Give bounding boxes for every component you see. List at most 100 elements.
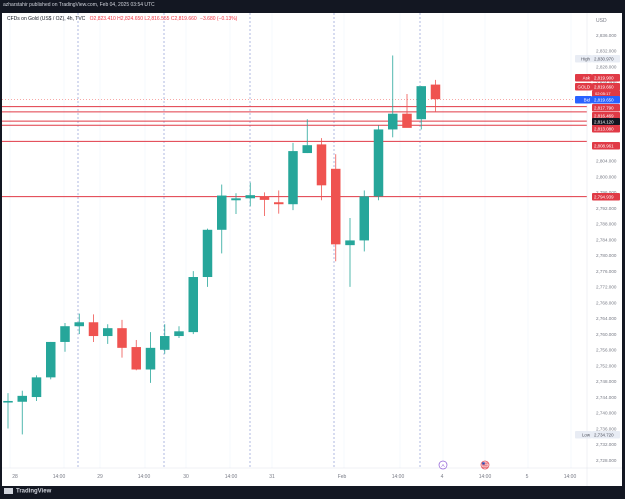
candle-up xyxy=(46,341,56,380)
candle-down xyxy=(331,154,341,262)
price-badge-box xyxy=(592,112,620,120)
time-tick-label: 14:00 xyxy=(392,474,405,480)
candle-body xyxy=(202,229,213,278)
candle-down xyxy=(430,79,441,112)
price-badge-name: Ask xyxy=(583,76,591,81)
price-badge-box xyxy=(592,125,620,133)
price-tick-label: 2,800.000 xyxy=(596,174,617,179)
time-tick-label: 14:00 xyxy=(225,474,238,480)
time-tick-label: 28 xyxy=(12,474,18,480)
price-badge-value: 2,794.939 xyxy=(594,195,614,200)
price-badge: 2,794.939 xyxy=(592,193,620,201)
price-tick-label: 2,784.000 xyxy=(596,237,617,242)
tradingview-brand: TradingView xyxy=(4,488,51,495)
price-badge: 2,816.469 xyxy=(592,112,620,120)
price-tick-label: 2,788.000 xyxy=(596,222,617,227)
candle-body xyxy=(274,202,284,205)
price-tick-label: 2,752.000 xyxy=(596,363,617,368)
candle-up xyxy=(188,271,198,335)
price-tick-label: 2,772.000 xyxy=(596,285,617,290)
chart-panel[interactable]: CFDs on Gold (US$ / OZ), 4h, TVC O2,823.… xyxy=(2,13,622,486)
price-badge-name: Bid xyxy=(584,98,591,103)
event-markers[interactable]: A xyxy=(438,460,490,470)
symbol-legend: CFDs on Gold (US$ / OZ), 4h, TVC O2,823.… xyxy=(7,16,237,22)
event-a-label: A xyxy=(441,463,445,469)
candle-body xyxy=(145,347,156,370)
candlestick-chart[interactable]: USD 2,836.000 2,832.000 2,828.000 2,824.000… xyxy=(2,13,622,486)
candle-body xyxy=(302,145,312,154)
flag-stripe xyxy=(482,462,488,464)
candle-body xyxy=(31,377,42,398)
time-tick-label: 30 xyxy=(183,474,189,480)
price-tick-label: 2,736.000 xyxy=(596,426,617,431)
time-tick-label: Feb xyxy=(338,474,347,480)
price-tick-label: 2,796.000 xyxy=(596,190,617,195)
candle-body xyxy=(46,341,56,378)
time-axis[interactable]: 28 14:00 29 14:00 30 14:00 31 Feb 14:00 4 14:00 5 14… xyxy=(12,474,576,480)
countdown-box xyxy=(592,90,620,97)
price-tick-label: 2,804.000 xyxy=(596,159,617,164)
flag-stripe xyxy=(482,466,488,468)
price-badge-tag xyxy=(575,431,592,439)
price-badge-name: High xyxy=(581,57,591,62)
candle-up xyxy=(3,393,13,429)
price-badge-box xyxy=(592,142,620,150)
candle-up xyxy=(416,86,426,130)
candle-up xyxy=(345,217,355,287)
candle-down xyxy=(259,192,270,217)
candle-body xyxy=(402,113,412,128)
candle-body xyxy=(131,347,141,370)
price-tick-label: 2,768.000 xyxy=(596,300,617,305)
candle-up xyxy=(103,324,113,344)
price-badge: 2,808.961 xyxy=(592,142,620,150)
time-tick-label: 31 xyxy=(269,474,275,480)
candle-down xyxy=(88,314,99,342)
price-badge-value: 2,734.720 xyxy=(594,433,614,438)
price-badge-value: 2,819.660 xyxy=(594,85,614,90)
price-badge-value: 2,819.900 xyxy=(594,76,614,81)
brand-text: TradingView xyxy=(16,488,52,495)
time-tick-label: 29 xyxy=(97,474,103,480)
vertical-gridlines xyxy=(9,13,572,468)
candle-body xyxy=(416,86,426,120)
candle-up xyxy=(373,125,384,201)
candle-up xyxy=(231,193,241,215)
candle-body xyxy=(331,168,341,245)
price-badge-tag xyxy=(575,83,592,91)
price-badge-value: 2,817.790 xyxy=(594,106,614,111)
candle-body xyxy=(88,322,99,337)
price-badge: Bid 2,819.650 xyxy=(575,96,620,104)
candle-body xyxy=(259,196,270,200)
price-badge-name: Low xyxy=(582,433,591,438)
candle-up xyxy=(388,55,398,138)
candles xyxy=(3,55,441,435)
price-badge-box xyxy=(592,193,620,201)
price-badge: 2,813.080 xyxy=(592,125,620,133)
price-tick-label: 2,764.000 xyxy=(596,316,617,321)
price-badge: Low 2,734.720 xyxy=(575,431,620,439)
price-badge-box xyxy=(592,96,620,104)
price-badge-value: 2,830.970 xyxy=(594,57,614,62)
currency-label: USD xyxy=(596,18,607,24)
session-dividers xyxy=(77,13,421,468)
price-tick-label: 2,828.000 xyxy=(596,64,617,69)
candle-body xyxy=(174,331,184,337)
bar-countdown: 02:05:17 xyxy=(595,91,611,96)
price-badge-box xyxy=(592,74,620,82)
flag-canton xyxy=(482,462,485,465)
price-tick-label: 2,732.000 xyxy=(596,442,617,447)
time-tick-label: 14:00 xyxy=(564,474,577,480)
ohlc-values: O2,823.410 H2,824.650 L2,816.555 C2,819.… xyxy=(89,16,197,22)
price-badge: Ask 2,819.900 xyxy=(575,74,620,82)
price-tick-label: 2,824.000 xyxy=(596,80,617,85)
publisher-line: azharstahir published on TradingView.com… xyxy=(3,2,155,8)
price-tick-label: 2,780.000 xyxy=(596,253,617,258)
candle-body xyxy=(74,322,84,327)
price-tick-label: 2,760.000 xyxy=(596,332,617,337)
candle-body xyxy=(345,240,355,246)
candle-up xyxy=(145,332,156,383)
time-tick-label: 14:00 xyxy=(479,474,492,480)
candle-up xyxy=(302,119,312,154)
candle-body xyxy=(288,151,298,205)
price-badge-box xyxy=(592,83,620,91)
